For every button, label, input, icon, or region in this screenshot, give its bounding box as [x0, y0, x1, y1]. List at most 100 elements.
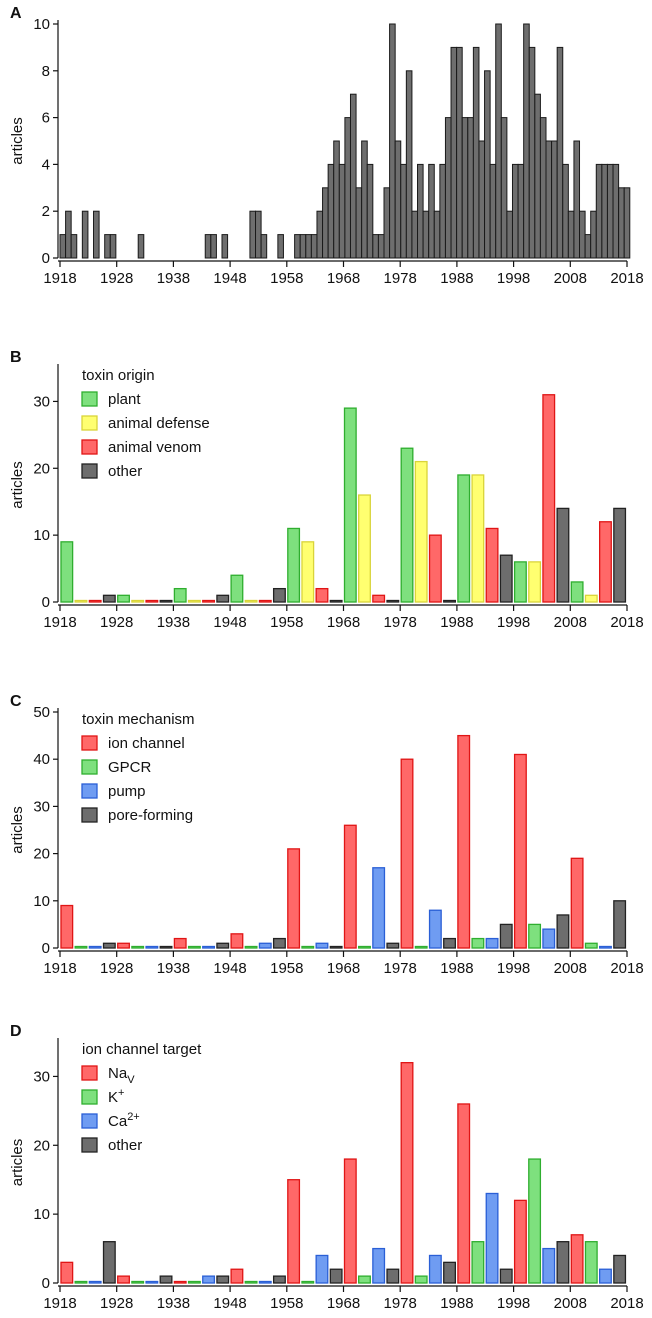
bar: [478, 140, 486, 259]
bar: [88, 1280, 102, 1284]
bar: [305, 234, 312, 259]
bar: [612, 163, 620, 259]
bar: [255, 210, 262, 259]
bar: [400, 1062, 414, 1284]
bar: [528, 923, 542, 949]
bar: [372, 867, 386, 949]
bar: [484, 70, 491, 259]
y-tick-label: 20: [33, 460, 50, 477]
bar: [202, 599, 216, 603]
x-tick-label: 1988: [440, 960, 473, 977]
bar: [187, 599, 201, 603]
bar: [272, 587, 286, 603]
bar: [411, 210, 419, 259]
bar: [315, 942, 329, 949]
bar: [513, 561, 527, 603]
bar: [221, 234, 229, 259]
legend-entry: other: [108, 463, 142, 480]
bar: [74, 1280, 88, 1284]
y-axis-label: articles: [9, 461, 26, 509]
bar: [386, 599, 400, 603]
x-tick-label: 1958: [270, 270, 303, 287]
bar: [499, 554, 513, 603]
legend-swatch: [81, 1089, 98, 1105]
bar: [343, 1158, 357, 1284]
bar: [343, 407, 357, 603]
bar: [272, 1275, 286, 1284]
legend-swatch: [81, 759, 98, 775]
bar: [159, 599, 173, 603]
x-tick-label: 1948: [213, 614, 246, 631]
bar: [443, 1261, 456, 1284]
bar: [414, 460, 428, 603]
bar: [428, 909, 442, 949]
bar: [65, 210, 72, 259]
bar: [383, 187, 391, 259]
bar: [528, 46, 536, 259]
bar: [606, 163, 614, 259]
y-tick-label: 30: [33, 1068, 50, 1085]
legend-swatch: [81, 1137, 98, 1153]
bar: [414, 945, 428, 949]
bar: [513, 1199, 527, 1284]
x-tick-label: 1948: [213, 1295, 246, 1312]
x-tick-label: 1928: [100, 1295, 133, 1312]
bar: [457, 474, 471, 603]
bar: [74, 945, 88, 949]
bar: [556, 46, 564, 259]
bar: [528, 561, 542, 603]
y-tick-label: 50: [33, 704, 50, 721]
bar: [310, 234, 318, 259]
bar: [204, 234, 212, 259]
bar: [428, 1254, 442, 1284]
x-tick-label: 2008: [554, 960, 587, 977]
bar: [322, 187, 329, 259]
bar: [358, 945, 371, 949]
bar: [500, 117, 508, 259]
bar: [104, 234, 111, 259]
panel-label: B: [10, 349, 22, 366]
x-tick-label: 1998: [497, 960, 530, 977]
bar: [542, 1247, 556, 1284]
legend-entry: ion channel: [108, 735, 185, 752]
y-tick-label: 10: [33, 527, 50, 544]
x-tick-label: 1958: [270, 960, 303, 977]
bar: [301, 541, 315, 603]
bar: [173, 1280, 187, 1284]
bar: [422, 210, 430, 259]
x-tick-label: 1968: [327, 614, 360, 631]
bar: [456, 46, 463, 259]
y-tick-label: 6: [42, 110, 50, 127]
bar: [60, 1261, 74, 1284]
bar: [443, 937, 456, 949]
bar: [258, 942, 272, 949]
bar: [349, 93, 357, 259]
bar: [551, 140, 558, 259]
bar: [117, 594, 130, 603]
bar: [623, 187, 631, 259]
bar: [244, 945, 258, 949]
legend-swatch: [81, 1113, 98, 1129]
bar: [372, 1247, 386, 1284]
bar: [145, 599, 159, 603]
legend-swatch: [81, 735, 98, 751]
bar: [299, 234, 307, 259]
legend-entry: K+: [108, 1087, 124, 1106]
bar: [60, 904, 74, 949]
bar: [389, 23, 396, 259]
bar: [216, 594, 230, 603]
bar: [450, 46, 458, 259]
bar: [573, 140, 581, 259]
bar: [372, 234, 379, 259]
bar: [294, 234, 301, 259]
bar: [210, 234, 217, 259]
bar: [457, 1103, 471, 1284]
legend-entry: animal defense: [108, 415, 210, 432]
bar: [613, 507, 627, 603]
bar: [377, 234, 385, 259]
bar: [315, 587, 329, 603]
x-tick-label: 1918: [43, 614, 76, 631]
bar: [358, 1275, 371, 1284]
x-tick-label: 1978: [384, 960, 417, 977]
bar: [471, 937, 485, 949]
